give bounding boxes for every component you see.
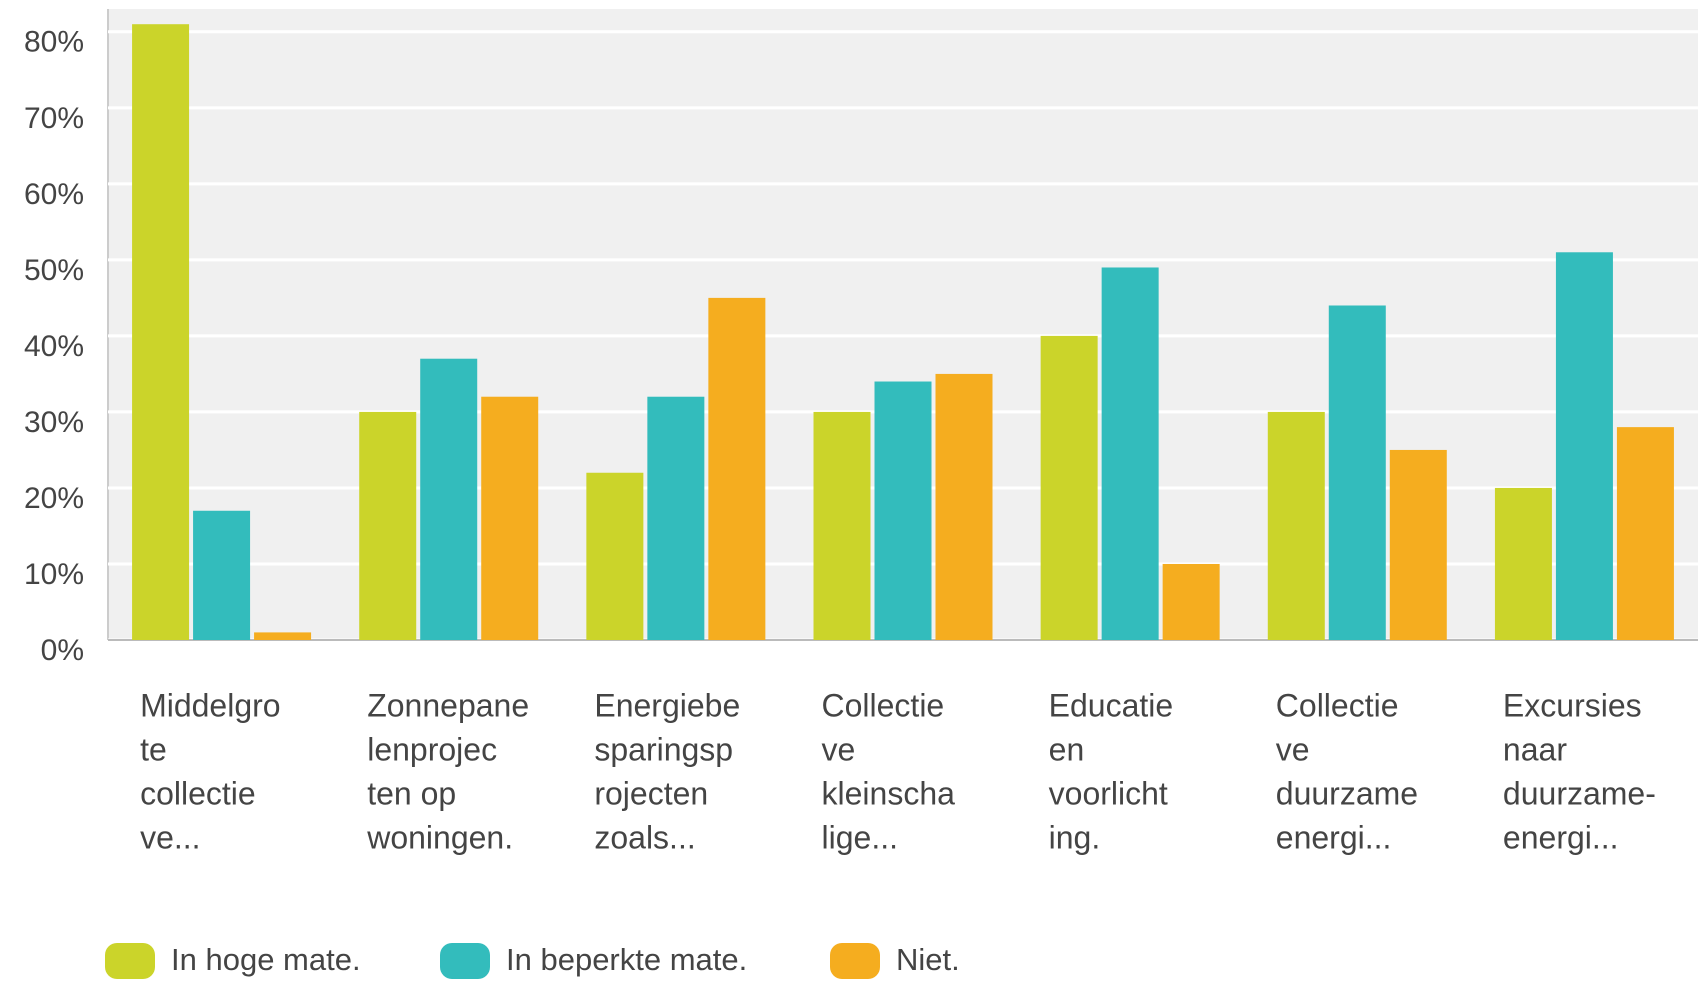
x-tick-label: duurzame xyxy=(1276,775,1418,811)
bar xyxy=(874,381,932,640)
legend-swatch xyxy=(830,943,880,979)
x-tick-label: naar xyxy=(1503,731,1567,767)
x-tick-label: Excursies xyxy=(1503,687,1642,723)
y-tick-label: 80% xyxy=(24,26,84,59)
bar xyxy=(1267,411,1325,640)
bar xyxy=(1616,427,1674,640)
legend-label: In hoge mate. xyxy=(171,942,361,977)
x-tick-label: voorlicht xyxy=(1049,775,1168,811)
bar xyxy=(1162,563,1220,640)
bar xyxy=(1555,252,1613,641)
x-tick-label: lige... xyxy=(822,819,898,855)
bar xyxy=(813,411,871,640)
x-tick-label: Energiebe xyxy=(594,687,740,723)
y-tick-label: 70% xyxy=(24,102,84,135)
x-tick-label: energi... xyxy=(1276,819,1392,855)
x-tick-label: lenprojec xyxy=(367,731,497,767)
bar xyxy=(481,396,539,640)
bar xyxy=(359,411,417,640)
x-tick-label: en xyxy=(1049,731,1085,767)
x-tick-label: ve... xyxy=(140,819,200,855)
x-tick-label: duurzame- xyxy=(1503,775,1656,811)
legend-label: Niet. xyxy=(896,942,960,977)
y-tick-label: 0% xyxy=(41,634,84,667)
x-tick-label: ing. xyxy=(1049,819,1101,855)
x-tick-label: zoals... xyxy=(594,819,695,855)
bar xyxy=(1040,335,1098,640)
legend-swatch xyxy=(105,943,155,979)
x-tick-label: Middelgro xyxy=(140,687,281,723)
bar xyxy=(935,373,993,640)
bar xyxy=(1389,449,1447,640)
bar xyxy=(586,472,644,640)
bar xyxy=(254,632,312,640)
x-tick-label: collectie xyxy=(140,775,256,811)
bar xyxy=(1328,305,1386,640)
y-tick-label: 10% xyxy=(24,558,84,591)
x-tick-label: ten op xyxy=(367,775,456,811)
bar xyxy=(708,297,766,640)
bar xyxy=(132,24,190,640)
x-tick-label: sparingsp xyxy=(594,731,733,767)
bar xyxy=(193,510,251,640)
y-tick-label: 20% xyxy=(24,482,84,515)
legend-label: In beperkte mate. xyxy=(506,942,747,977)
bar xyxy=(1494,487,1552,640)
x-tick-label: Collectie xyxy=(1276,687,1399,723)
x-tick-label: rojecten xyxy=(594,775,708,811)
bar xyxy=(1101,267,1159,640)
x-tick-label: Collectie xyxy=(822,687,945,723)
bar xyxy=(420,358,478,640)
x-tick-label: ve xyxy=(1276,731,1310,767)
x-tick-label: ve xyxy=(822,731,856,767)
bar xyxy=(647,396,705,640)
x-tick-label: te xyxy=(140,731,167,767)
x-tick-label: kleinscha xyxy=(822,775,956,811)
y-tick-label: 60% xyxy=(24,178,84,211)
x-tick-label: Educatie xyxy=(1049,687,1174,723)
x-tick-label: energi... xyxy=(1503,819,1619,855)
x-tick-label: Zonnepane xyxy=(367,687,529,723)
x-tick-label: woningen. xyxy=(366,819,513,855)
y-tick-label: 40% xyxy=(24,330,84,363)
y-tick-label: 50% xyxy=(24,254,84,287)
legend-swatch xyxy=(440,943,490,979)
y-tick-label: 30% xyxy=(24,406,84,439)
